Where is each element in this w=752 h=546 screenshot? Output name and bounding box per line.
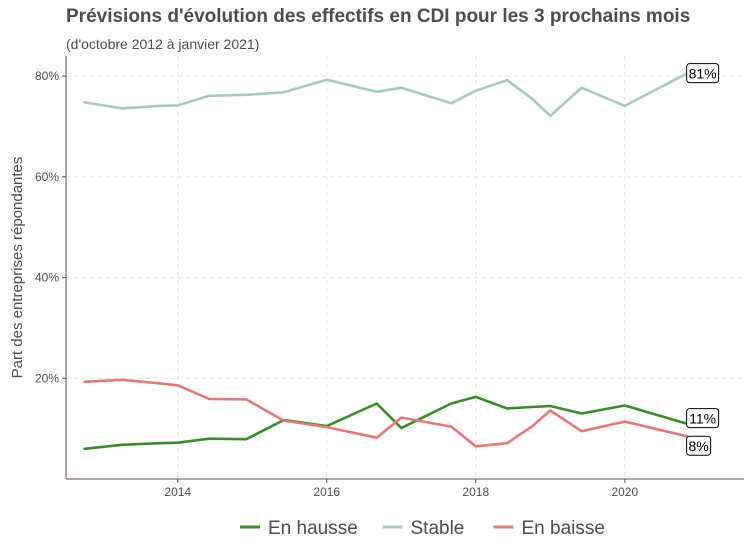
legend-label: En baisse — [522, 518, 605, 539]
y-tick-label: 60% — [35, 170, 59, 184]
y-tick-label: 20% — [35, 371, 59, 385]
legend-item-en-baisse: En baisse — [493, 518, 605, 539]
legend-item-stable: Stable — [382, 518, 465, 539]
chart-title: Prévisions d'évolution des effectifs en … — [66, 6, 691, 27]
x-tick-label: 2020 — [611, 485, 638, 499]
y-tick-label: 40% — [35, 271, 59, 285]
end-label-text: 8% — [689, 438, 709, 454]
end-label-box — [686, 435, 712, 456]
chart-subtitle: (d'octobre 2012 à janvier 2021) — [66, 36, 260, 52]
y-tick-label: 80% — [35, 69, 59, 83]
legend-label: Stable — [411, 518, 465, 539]
end-label-box — [686, 408, 720, 429]
legend-label: En hausse — [268, 518, 358, 539]
x-tick-label: 2016 — [313, 485, 340, 499]
end-label-en-baisse: 8% — [686, 435, 712, 456]
x-tick-label: 2014 — [164, 485, 191, 499]
legend-item-en-hausse: En hausse — [240, 518, 358, 539]
x-tick-label: 2018 — [462, 485, 489, 499]
y-axis-title: Part des entreprises répondantes — [9, 157, 26, 379]
end-label-text: 81% — [689, 66, 717, 82]
series-line-en-hausse — [83, 395, 688, 451]
end-label-en-hausse: 11% — [686, 408, 720, 429]
series-line-en-baisse — [83, 378, 688, 448]
end-label-text: 11% — [689, 411, 716, 427]
end-label-box — [686, 63, 720, 84]
series-line-stable — [83, 72, 688, 118]
end-label-stable: 81% — [686, 63, 720, 84]
